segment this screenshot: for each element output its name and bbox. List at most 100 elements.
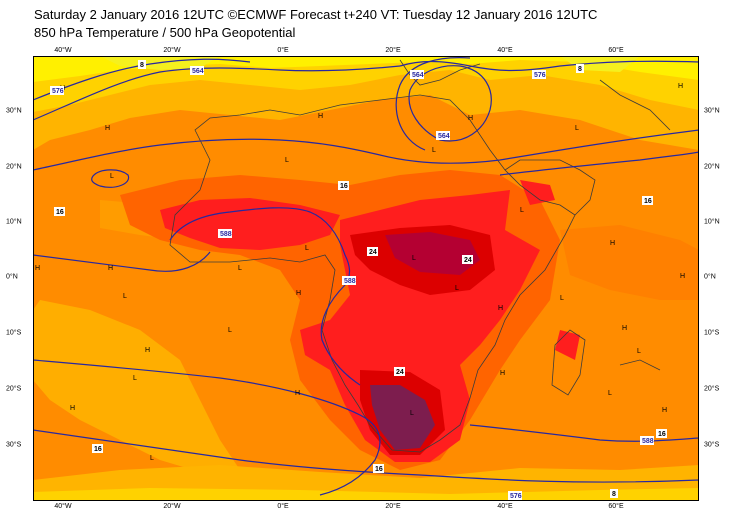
pressure-high-marker: H <box>662 407 667 414</box>
svg-text:16: 16 <box>644 198 652 205</box>
pressure-low-marker: L <box>432 147 436 154</box>
svg-text:588: 588 <box>220 231 232 238</box>
lat-label-left: 30°S <box>6 441 22 449</box>
lat-label-left: 20°N <box>6 163 22 171</box>
svg-text:564: 564 <box>192 68 204 75</box>
lat-label-left: 20°S <box>6 385 22 393</box>
lon-label-top: 0°E <box>277 47 289 54</box>
contour-label-588-eq: 588 <box>342 276 356 285</box>
lat-label-right: 0°N <box>704 273 716 281</box>
lat-label-left: 10°N <box>6 218 22 226</box>
pressure-low-marker: L <box>110 173 114 180</box>
contour-label-16-e: 16 <box>642 196 653 205</box>
contour-label-24-south: 24 <box>394 367 405 376</box>
contour-label-8-ne: 8 <box>576 64 584 73</box>
pressure-low-marker: L <box>123 293 127 300</box>
svg-text:16: 16 <box>56 209 64 216</box>
temp-fill-south-africa-maroon <box>370 385 435 450</box>
pressure-high-marker: H <box>296 290 301 297</box>
contour-label-576-nw: 576 <box>50 86 64 95</box>
lat-label-right: 20°N <box>704 163 720 171</box>
lon-label-top: 60°E <box>608 47 624 54</box>
lat-label-right: 30°N <box>704 107 720 115</box>
svg-text:24: 24 <box>369 249 377 256</box>
lat-label-right: 10°S <box>704 329 720 337</box>
pressure-high-marker: H <box>318 113 323 120</box>
pressure-low-marker: L <box>575 125 579 132</box>
lon-label-bottom: 0°E <box>277 503 289 510</box>
svg-text:16: 16 <box>340 183 348 190</box>
lat-label-left: 0°N <box>6 273 18 281</box>
svg-text:576: 576 <box>52 88 64 95</box>
pressure-high-marker: H <box>468 115 473 122</box>
svg-text:8: 8 <box>578 66 582 73</box>
lat-label-left: 30°N <box>6 107 22 115</box>
contour-label-576-ne: 576 <box>532 70 546 79</box>
lon-label-bottom: 20°W <box>163 503 181 510</box>
pressure-low-marker: L <box>560 295 564 302</box>
contour-label-588-nw: 588 <box>218 229 232 238</box>
contour-label-16-s: 16 <box>373 464 384 473</box>
map-subtitle: 850 hPa Temperature / 500 hPa Geopotenti… <box>34 25 296 40</box>
svg-text:588: 588 <box>642 438 654 445</box>
temp-fill-sahel-red <box>160 198 340 250</box>
pressure-low-marker: L <box>412 255 416 262</box>
pressure-low-marker: L <box>520 207 524 214</box>
forecast-map: H H L H H L H L H L H L H H L L L L H L … <box>32 56 700 501</box>
pressure-low-marker: L <box>150 455 154 462</box>
svg-text:16: 16 <box>658 431 666 438</box>
svg-text:576: 576 <box>534 72 546 79</box>
svg-text:24: 24 <box>396 369 404 376</box>
svg-text:16: 16 <box>94 446 102 453</box>
pressure-high-marker: H <box>145 347 150 354</box>
lat-label-right: 30°S <box>704 441 720 449</box>
pressure-low-marker: L <box>410 410 414 417</box>
lat-label-left: 10°S <box>6 329 22 337</box>
contour-label-16-se: 16 <box>656 429 667 438</box>
pressure-low-marker: L <box>228 327 232 334</box>
svg-text:564: 564 <box>412 72 424 79</box>
pressure-high-marker: H <box>610 240 615 247</box>
pressure-low-marker: L <box>285 157 289 164</box>
pressure-low-marker: L <box>455 285 459 292</box>
lon-label-top: 20°W <box>163 47 181 54</box>
lon-label-bottom: 40°W <box>54 503 72 510</box>
svg-text:16: 16 <box>375 466 383 473</box>
temp-fill-south-gold <box>33 488 699 501</box>
pressure-high-marker: H <box>680 273 685 280</box>
contour-label-576-s: 576 <box>508 491 522 500</box>
geopotential-contours <box>32 57 700 496</box>
pressure-low-marker: L <box>637 348 641 355</box>
svg-text:8: 8 <box>612 491 616 498</box>
svg-text:8: 8 <box>140 62 144 69</box>
pressure-low-marker: L <box>305 245 309 252</box>
temp-fill-crimson <box>385 232 480 275</box>
lat-label-right: 20°S <box>704 385 720 393</box>
temp-fill-madagascar-red <box>555 330 580 360</box>
pressure-low-marker: L <box>133 375 137 382</box>
svg-text:24: 24 <box>464 257 472 264</box>
pressure-high-marker: H <box>35 265 40 272</box>
contour-label-564-ne: 564 <box>410 70 424 79</box>
pressure-low-marker: L <box>608 390 612 397</box>
lon-label-top: 40°E <box>497 47 513 54</box>
contour-label-16-sw: 16 <box>92 444 103 453</box>
map-frame <box>33 56 699 501</box>
contour-value-labels: 576 8 564 564 564 576 8 16 16 16 24 24 5… <box>50 60 667 500</box>
temp-fill-arabia-red <box>520 180 555 205</box>
contour-label-24-congo: 24 <box>367 247 378 256</box>
svg-text:576: 576 <box>510 493 522 500</box>
lon-label-top: 20°E <box>385 47 401 54</box>
pressure-low-marker: L <box>238 265 242 272</box>
lon-label-bottom: 60°E <box>608 503 624 510</box>
lon-label-top: 40°W <box>54 47 72 54</box>
pressure-high-marker: H <box>70 405 75 412</box>
lon-label-bottom: 40°E <box>497 503 513 510</box>
contour-label-16-sahara: 16 <box>338 181 349 190</box>
pressure-high-marker: H <box>678 83 683 90</box>
temp-fill-atlantic-tongue <box>33 300 240 472</box>
pressure-high-marker: H <box>498 305 503 312</box>
svg-text:564: 564 <box>438 133 450 140</box>
contour-label-8-s: 8 <box>610 489 618 498</box>
contour-label-564-low: 564 <box>436 131 450 140</box>
